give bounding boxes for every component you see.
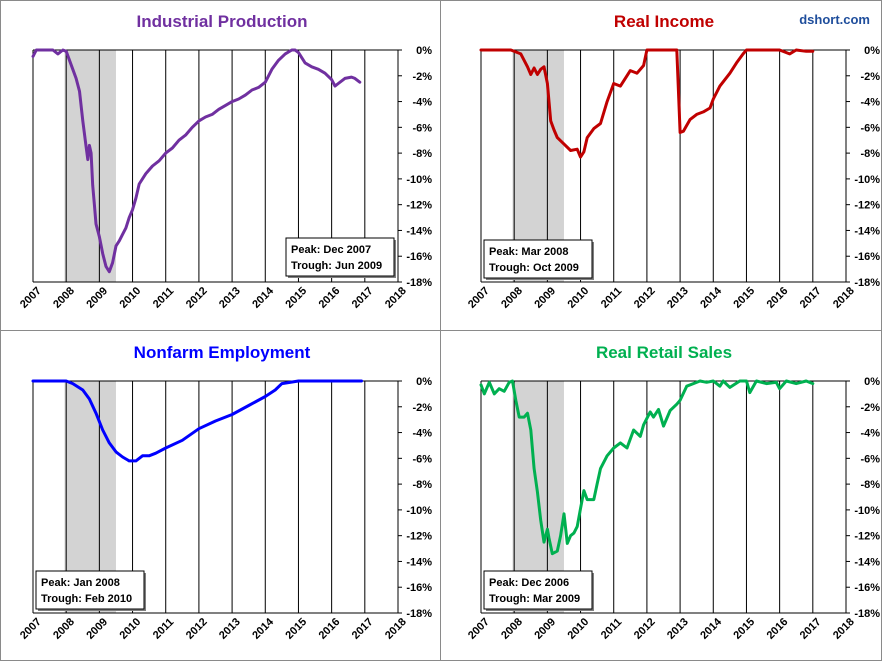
series-line	[31, 48, 362, 274]
y-tick-label: -6%	[412, 122, 432, 134]
y-tick-label: -4%	[860, 97, 880, 109]
y-tick-label: -18%	[406, 277, 432, 289]
y-tick-label: -10%	[854, 174, 880, 186]
y-tick-label: -18%	[854, 277, 880, 289]
y-tick-label: -16%	[406, 251, 432, 263]
y-tick-label: -10%	[406, 505, 432, 517]
y-tick-label: -18%	[854, 608, 880, 620]
y-tick-label: -12%	[854, 531, 880, 543]
annotation-box	[483, 239, 593, 279]
y-tick-label: 0%	[864, 376, 880, 388]
chart-title: Industrial Production	[137, 12, 308, 31]
chart-title: Nonfarm Employment	[134, 343, 311, 362]
y-tick-label: -6%	[860, 122, 880, 134]
annotation-box	[35, 570, 145, 610]
series-line	[479, 379, 815, 556]
peak-label: Peak: Dec 2007	[291, 244, 371, 256]
y-tick-label: -8%	[860, 479, 880, 491]
peak-label: Peak: Dec 2006	[489, 577, 569, 589]
trough-label: Trough: Mar 2009	[489, 593, 580, 605]
y-tick-label: 0%	[416, 45, 432, 57]
y-tick-label: -8%	[412, 479, 432, 491]
y-tick-label: -12%	[406, 200, 432, 212]
y-tick-label: -16%	[406, 582, 432, 594]
y-tick-label: -2%	[412, 402, 432, 414]
y-tick-label: -2%	[412, 71, 432, 83]
y-tick-label: -12%	[854, 200, 880, 212]
trough-label: Trough: Oct 2009	[489, 262, 579, 274]
y-tick-label: -14%	[854, 225, 880, 237]
y-tick-label: -4%	[412, 97, 432, 109]
chart-title: Real Retail Sales	[596, 343, 732, 362]
series-line	[479, 48, 815, 159]
annotation-box	[285, 237, 395, 277]
y-tick-label: -12%	[406, 531, 432, 543]
annotation-box	[483, 570, 593, 610]
y-tick-label: -6%	[860, 453, 880, 465]
trough-label: Trough: Jun 2009	[291, 260, 382, 272]
y-tick-label: -4%	[860, 428, 880, 440]
y-tick-label: 0%	[416, 376, 432, 388]
y-tick-label: -14%	[406, 556, 432, 568]
y-tick-label: -2%	[860, 71, 880, 83]
chart-title: Real Income	[614, 12, 714, 31]
y-tick-label: -14%	[854, 556, 880, 568]
y-tick-label: -2%	[860, 402, 880, 414]
y-tick-label: -8%	[412, 148, 432, 160]
y-tick-label: -10%	[854, 505, 880, 517]
y-tick-label: -10%	[406, 174, 432, 186]
y-tick-label: -16%	[854, 251, 880, 263]
series-line	[31, 379, 363, 463]
peak-label: Peak: Mar 2008	[489, 246, 569, 258]
y-tick-label: -16%	[854, 582, 880, 594]
y-tick-label: -8%	[860, 148, 880, 160]
trough-label: Trough: Feb 2010	[41, 593, 132, 605]
y-tick-label: -6%	[412, 453, 432, 465]
peak-label: Peak: Jan 2008	[41, 577, 120, 589]
y-tick-label: 0%	[864, 45, 880, 57]
recession-band	[64, 50, 116, 282]
y-tick-label: -4%	[412, 428, 432, 440]
y-tick-label: -18%	[406, 608, 432, 620]
watermark: dshort.com	[799, 12, 870, 27]
y-tick-label: -14%	[406, 225, 432, 237]
